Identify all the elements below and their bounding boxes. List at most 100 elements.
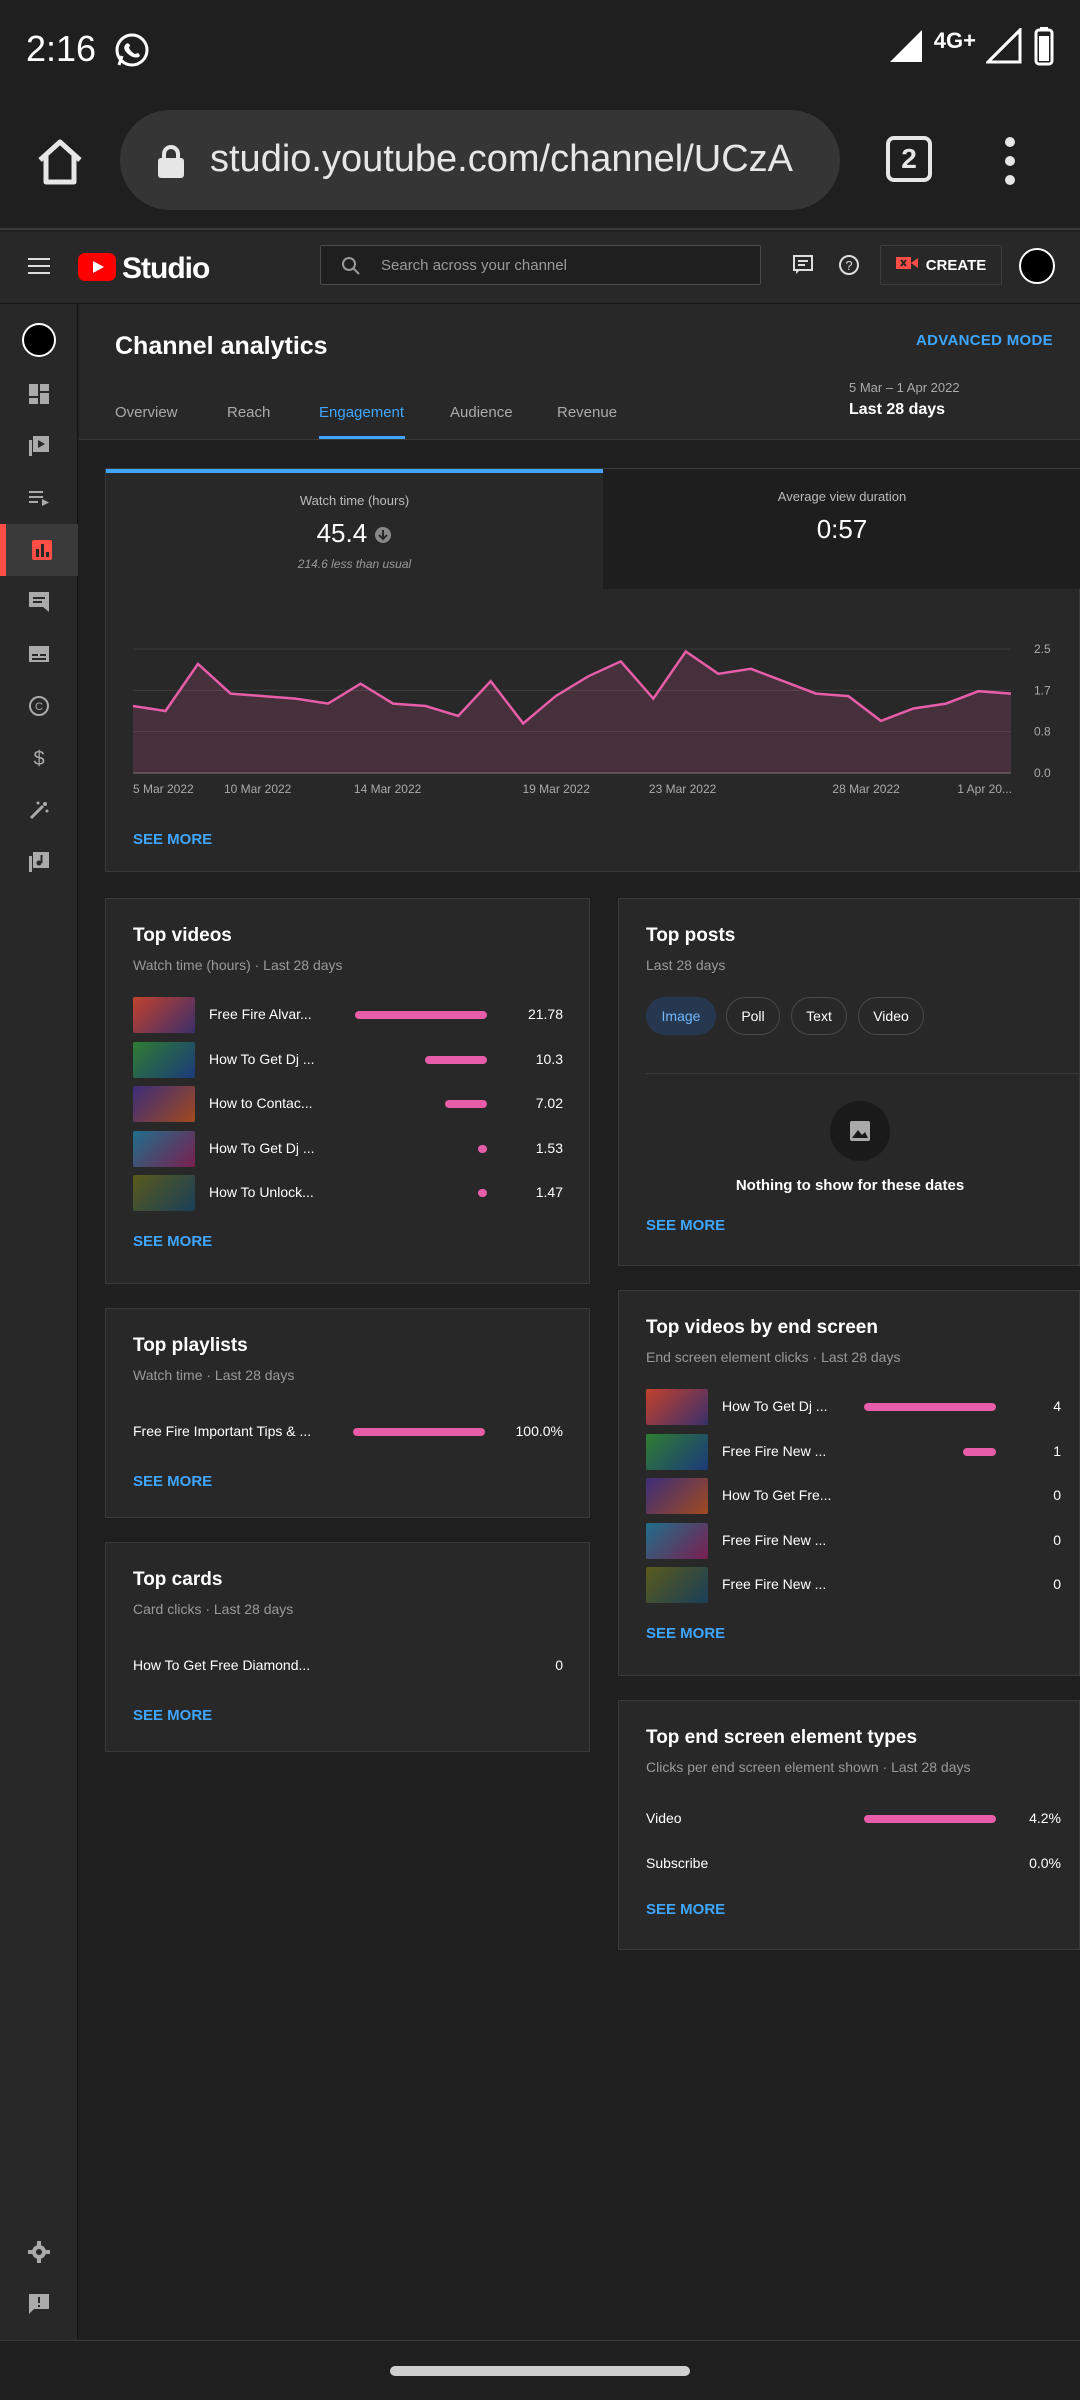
chip-image[interactable]: Image [646, 997, 716, 1035]
subtitles-icon[interactable] [0, 628, 78, 680]
list-item[interactable]: Subscribe 0.0% [646, 1846, 1061, 1884]
list-item[interactable]: Free Fire Alvar... 21.78 [133, 997, 563, 1035]
url-bar[interactable]: studio.youtube.com/channel/UCzA [120, 110, 840, 210]
row-label: Free Fire New ... [722, 1576, 827, 1592]
list-item[interactable]: How To Get Fre... 0 [646, 1478, 1061, 1516]
series-area [133, 651, 1011, 773]
see-more-link[interactable]: SEE MORE [646, 1625, 726, 1642]
row-label: Subscribe [646, 1854, 709, 1871]
see-more-link[interactable]: SEE MORE [646, 1901, 726, 1918]
status-bar: 2:16 4G+ [0, 0, 1080, 100]
list-item[interactable]: Video 4.2% [646, 1801, 1061, 1839]
playlists-icon[interactable] [0, 472, 78, 524]
more-options-icon[interactable] [1000, 136, 1020, 186]
analytics-icon[interactable] [0, 524, 78, 576]
video-thumbnail [646, 1389, 708, 1425]
avatar[interactable] [1019, 248, 1055, 284]
see-more-link[interactable]: SEE MORE [133, 1707, 213, 1724]
help-icon[interactable]: ? [838, 254, 860, 281]
list-item[interactable]: How To Get Free Diamond... 0 [133, 1647, 563, 1685]
row-label: How To Get Dj ... [209, 1139, 315, 1156]
divider [646, 1073, 1080, 1074]
search-icon [341, 256, 361, 281]
studio-logo[interactable]: Studio [78, 252, 210, 286]
list-item[interactable]: How to Contac... 7.02 [133, 1086, 563, 1124]
value-bar [477, 1189, 487, 1197]
search-input[interactable]: Search across your channel [320, 245, 761, 285]
card-title: Top cards [133, 1569, 223, 1590]
content-icon[interactable] [0, 420, 78, 472]
home-gesture-handle[interactable] [390, 2366, 690, 2376]
tab-audience[interactable]: Audience [450, 404, 513, 421]
list-item[interactable]: Free Fire Important Tips & ... 100.0% [133, 1413, 563, 1451]
tab-revenue[interactable]: Revenue [557, 404, 618, 421]
see-more-link[interactable]: SEE MORE [133, 831, 213, 848]
list-item[interactable]: How To Get Dj ... 10.3 [133, 1041, 563, 1080]
card-subtitle: Watch time · Last 28 days [133, 1367, 295, 1383]
video-thumbnail [133, 1175, 195, 1211]
video-thumbnail [646, 1522, 708, 1559]
list-item[interactable]: Free Fire New ... 0 [646, 1522, 1061, 1561]
create-button[interactable]: CREATE [880, 245, 1002, 285]
see-more-link[interactable]: SEE MORE [646, 1217, 726, 1234]
clock: 2:16 [26, 28, 97, 69]
list-item[interactable]: Free Fire New ... 1 [646, 1433, 1061, 1472]
video-thumbnail [133, 1041, 195, 1078]
comments-icon[interactable] [0, 576, 78, 628]
row-value: 10.3 [535, 1050, 563, 1067]
dashboard-icon[interactable] [0, 368, 78, 420]
create-label: CREATE [925, 256, 987, 274]
video-thumbnail [133, 1086, 195, 1122]
x-tick-label: 5 Mar 2022 [133, 782, 194, 796]
value-bar [424, 1055, 487, 1064]
list-item[interactable]: Free Fire New ... 0 [646, 1567, 1061, 1605]
list-item[interactable]: How To Unlock... 1.47 [133, 1175, 563, 1213]
list-item[interactable]: How To Get Dj ... 4 [646, 1389, 1061, 1427]
metric-watch-time[interactable]: Watch time (hours) 45.4 214.6 less than … [106, 469, 603, 589]
list-item[interactable]: How To Get Dj ... 1.53 [133, 1130, 563, 1169]
row-label: Free Fire Alvar... [209, 1006, 312, 1022]
settings-icon[interactable] [0, 2226, 78, 2278]
advanced-mode-button[interactable]: ADVANCED MODE [916, 332, 1053, 349]
chip-poll[interactable]: Poll [726, 997, 780, 1035]
see-more-link[interactable]: SEE MORE [133, 1233, 213, 1250]
value-bar [444, 1100, 487, 1108]
battery-icon [1032, 26, 1056, 71]
tab-switcher-button[interactable]: 2 [886, 136, 932, 182]
y-tick-label: 2.5 [1034, 642, 1051, 656]
svg-text:$: $ [33, 748, 44, 769]
row-value: 21.78 [527, 1006, 563, 1022]
left-nav-rail: C $ [0, 304, 78, 2340]
tab-overview[interactable]: Overview [115, 404, 178, 421]
chip-video[interactable]: Video [858, 997, 924, 1035]
date-range-picker[interactable]: 5 Mar – 1 Apr 2022 Last 28 days [849, 380, 960, 419]
video-camera-icon [895, 255, 918, 275]
video-thumbnail [133, 997, 195, 1033]
studio-wordmark: Studio [122, 252, 210, 285]
main-content: Channel analytics ADVANCED MODE Overview… [79, 304, 1080, 2340]
card-title: Top end screen element types [646, 1727, 918, 1748]
card-subtitle: Watch time (hours) · Last 28 days [133, 957, 343, 973]
menu-icon[interactable] [28, 256, 50, 281]
customization-icon[interactable] [0, 784, 78, 836]
tab-engagement[interactable]: Engagement [319, 404, 405, 421]
row-value: 0.0% [1029, 1854, 1061, 1871]
audio-library-icon[interactable] [0, 836, 78, 888]
tab-reach[interactable]: Reach [227, 404, 271, 421]
send-feedback-icon[interactable] [0, 2278, 78, 2330]
row-value: 7.02 [535, 1095, 563, 1111]
card-subtitle: Clicks per end screen element shown · La… [646, 1759, 971, 1775]
see-more-link[interactable]: SEE MORE [133, 1473, 213, 1490]
channel-avatar[interactable] [0, 314, 78, 366]
row-value: 4.2% [1029, 1810, 1061, 1826]
monetization-icon[interactable]: $ [0, 732, 78, 784]
card-title: Top playlists [133, 1335, 248, 1356]
copyright-icon[interactable]: C [0, 680, 78, 732]
playlist-value: 100.0% [515, 1423, 563, 1439]
row-label: Video [646, 1810, 682, 1826]
home-icon[interactable] [30, 132, 90, 192]
feedback-icon[interactable] [792, 254, 814, 281]
metric-average-view-duration[interactable]: Average view duration 0:57 [603, 469, 1080, 589]
card-subtitle: Last 28 days [646, 957, 726, 973]
chip-text[interactable]: Text [791, 997, 847, 1035]
